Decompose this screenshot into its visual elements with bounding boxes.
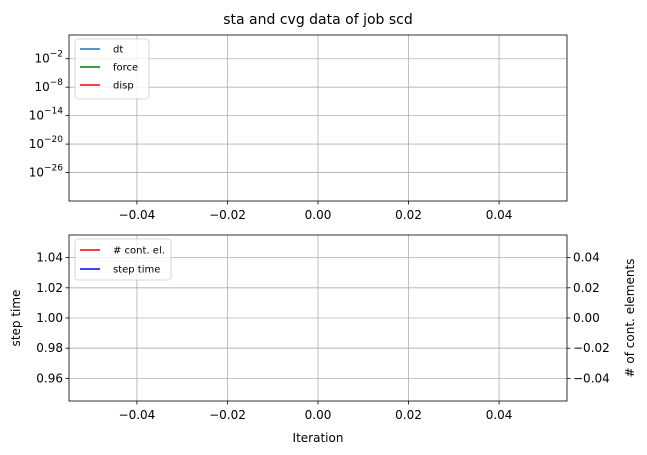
top-y-tick-label: 10−20 bbox=[29, 135, 64, 151]
top-x-ticks: −0.04 −0.02 0.00 0.02 0.04 bbox=[119, 201, 513, 222]
top-grid bbox=[69, 35, 567, 201]
bottom-legend: # cont. el. step time bbox=[74, 238, 172, 281]
top-x-tick-label: −0.02 bbox=[209, 208, 246, 222]
bottom-y-tick-label: 1.04 bbox=[36, 251, 63, 265]
legend-label: step time bbox=[113, 265, 160, 276]
bottom-x-tick-label: −0.02 bbox=[209, 408, 246, 422]
top-y-ticks: 10−2 10−8 10−14 10−20 10−26 bbox=[29, 50, 69, 180]
bottom-y-tick-label-right: 0.02 bbox=[573, 281, 600, 295]
chart-title: sta and cvg data of job scd bbox=[223, 12, 413, 28]
bottom-x-tick-label: 0.02 bbox=[395, 408, 422, 422]
top-x-tick-label: 0.02 bbox=[395, 208, 422, 222]
x-axis-label: Iteration bbox=[293, 431, 344, 445]
bottom-y-ticks-left: 0.96 0.98 1.00 1.02 1.04 bbox=[36, 251, 69, 385]
top-subplot: sta and cvg data of job scd −0.04 −0.02 0.… bbox=[29, 12, 568, 222]
bottom-y-ticks-right: −0.04 −0.02 0.00 0.02 0.04 bbox=[567, 251, 610, 385]
bottom-x-ticks: −0.04 −0.02 0.00 0.02 0.04 bbox=[119, 401, 513, 422]
top-plot-frame bbox=[68, 34, 568, 202]
bottom-y-tick-label: 0.96 bbox=[36, 371, 63, 385]
bottom-y-tick-label: 1.00 bbox=[36, 311, 63, 325]
bottom-y-tick-label-right: 0.04 bbox=[573, 251, 600, 265]
bottom-y-tick-label-right: −0.04 bbox=[573, 371, 610, 385]
top-legend: dt force disp bbox=[74, 38, 150, 100]
top-legend-box bbox=[74, 38, 150, 100]
top-x-tick-label: 0.04 bbox=[486, 208, 513, 222]
top-x-tick-label: −0.04 bbox=[119, 208, 156, 222]
y-axis-label-left: step time bbox=[9, 290, 23, 347]
bottom-y-tick-label: 1.02 bbox=[36, 281, 63, 295]
legend-label: force bbox=[113, 63, 138, 74]
top-y-tick-label: 10−26 bbox=[29, 164, 64, 180]
top-y-tick-label: 10−8 bbox=[34, 78, 63, 94]
bottom-x-tick-label: 0.04 bbox=[486, 408, 513, 422]
y-axis-label-right: # of cont. elements bbox=[623, 259, 637, 378]
bottom-y-tick-label-right: 0.00 bbox=[573, 311, 600, 325]
legend-label: disp bbox=[113, 81, 134, 92]
bottom-y-tick-label-right: −0.02 bbox=[573, 341, 610, 355]
bottom-y-tick-label: 0.98 bbox=[36, 341, 63, 355]
bottom-x-tick-label: −0.04 bbox=[119, 408, 156, 422]
legend-label: # cont. el. bbox=[113, 246, 165, 257]
bottom-subplot: −0.04 −0.02 0.00 0.02 0.04 0.96 0.98 1.00 1.02 1… bbox=[9, 234, 637, 445]
legend-label: dt bbox=[113, 45, 123, 56]
bottom-x-tick-label: 0.00 bbox=[305, 408, 332, 422]
top-x-tick-label: 0.00 bbox=[305, 208, 332, 222]
bottom-plot-frame bbox=[68, 234, 568, 402]
top-y-tick-label: 10−2 bbox=[34, 50, 63, 66]
top-y-tick-label: 10−14 bbox=[29, 107, 64, 123]
